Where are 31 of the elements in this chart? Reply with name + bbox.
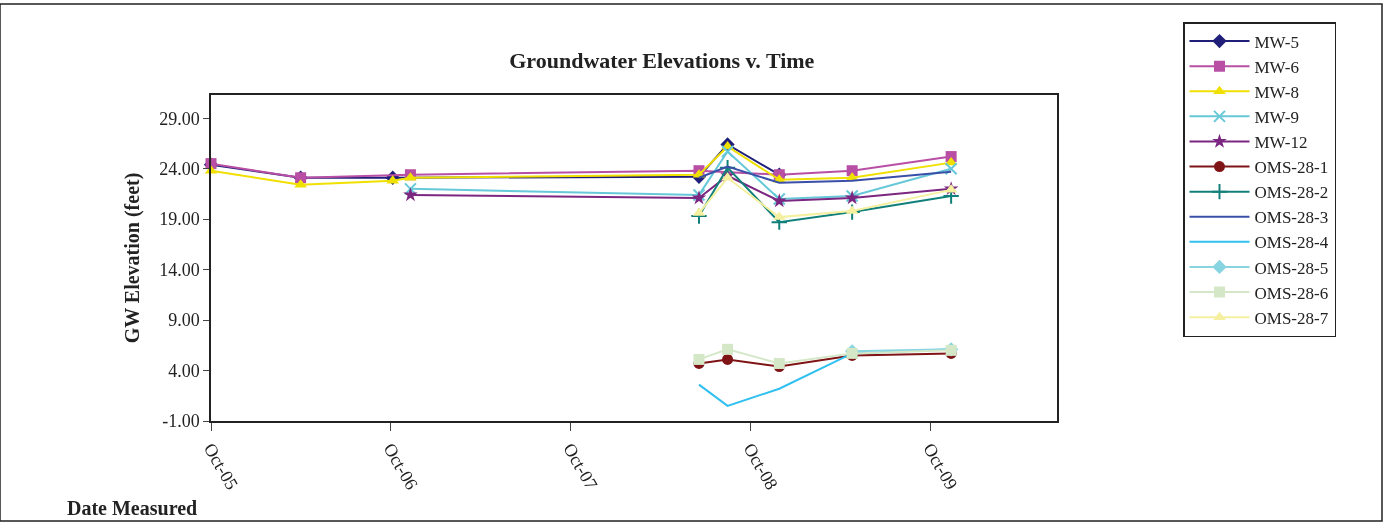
y-tick-label: -1.00	[162, 411, 200, 432]
legend-label: MW-8	[1254, 82, 1299, 102]
point	[846, 165, 858, 177]
y-tick-label: 24.00	[159, 158, 200, 179]
legend-label: OMS-28-3	[1254, 208, 1329, 228]
point	[403, 187, 418, 202]
point	[773, 357, 785, 369]
y-axis-title: GW Elevation (feet)	[121, 172, 145, 344]
legend-label: OMS-28-4	[1254, 233, 1329, 253]
point	[722, 343, 734, 355]
legend-label: MW-6	[1254, 57, 1299, 77]
point	[693, 353, 705, 365]
y-tick-label: 14.00	[159, 259, 200, 280]
legend-label: OMS-28-6	[1254, 283, 1329, 303]
y-tick-label: 9.00	[168, 310, 200, 331]
legend-label: MW-12	[1254, 133, 1308, 153]
y-tick-label: 4.00	[168, 360, 200, 381]
legend-label: OMS-28-7	[1254, 308, 1329, 328]
legend-label: OMS-28-5	[1254, 258, 1329, 278]
x-axis-title: Date Measured	[67, 497, 198, 519]
y-tick-label: 19.00	[159, 209, 200, 230]
legend-label: OMS-28-2	[1254, 183, 1329, 203]
point	[403, 182, 417, 196]
legend-label: OMS-28-1	[1254, 158, 1329, 178]
y-tick-label: 29.00	[159, 108, 200, 129]
legend-label: MW-9	[1254, 107, 1299, 127]
legend-label: MW-5	[1254, 32, 1299, 52]
point	[721, 145, 735, 159]
point	[944, 162, 958, 176]
chart-title: Groundwater Elevations v. Time	[509, 47, 815, 73]
point	[722, 353, 734, 365]
